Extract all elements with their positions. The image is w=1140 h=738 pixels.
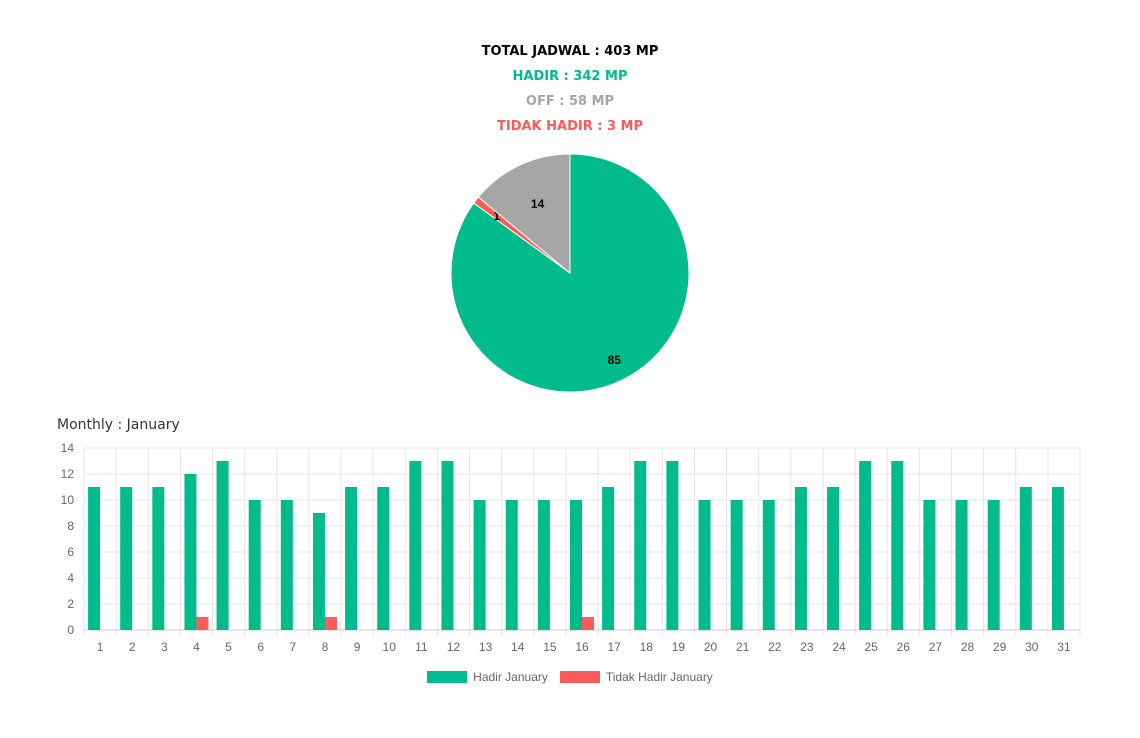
- bar-hadir-5[interactable]: [216, 461, 229, 630]
- pie-label-hadir: 85: [608, 353, 622, 367]
- y-tick-label: 14: [61, 441, 75, 455]
- bar-hadir-15[interactable]: [537, 500, 550, 630]
- x-tick-label: 26: [897, 640, 911, 654]
- x-tick-label: 25: [864, 640, 878, 654]
- bar-hadir-4[interactable]: [184, 474, 197, 630]
- x-tick-label: 3: [161, 640, 168, 654]
- x-tick-label: 8: [322, 640, 329, 654]
- legend-item-tidak-hadir[interactable]: Tidak Hadir January: [559, 670, 713, 684]
- legend-label-hadir: Hadir January: [473, 670, 548, 684]
- x-tick-label: 12: [447, 640, 461, 654]
- pie-label-off: 14: [531, 197, 545, 211]
- pie-slice-off[interactable]: [477, 153, 571, 275]
- bar-hadir-11[interactable]: [409, 461, 422, 630]
- y-tick-label: 0: [67, 623, 74, 637]
- x-tick-label: 7: [289, 640, 296, 654]
- bar-hadir-30[interactable]: [1019, 487, 1032, 630]
- x-tick-label: 13: [479, 640, 493, 654]
- bar-hadir-18[interactable]: [634, 461, 647, 630]
- bar-hadir-9[interactable]: [345, 487, 358, 630]
- bar-hadir-28[interactable]: [955, 500, 968, 630]
- summary-tidak-hadir: TIDAK HADIR : 3 MP: [496, 119, 644, 134]
- bar-hadir-2[interactable]: [120, 487, 133, 630]
- monthly-title: Monthly : January: [57, 417, 180, 433]
- bar-tidak-hadir-4[interactable]: [196, 617, 209, 630]
- x-tick-label: 22: [768, 640, 782, 654]
- x-tick-label: 6: [257, 640, 264, 654]
- bar-hadir-10[interactable]: [377, 487, 390, 630]
- x-tick-label: 14: [511, 640, 525, 654]
- y-tick-label: 8: [67, 519, 74, 533]
- x-tick-label: 21: [736, 640, 750, 654]
- legend-label-tidak-hadir: Tidak Hadir January: [605, 670, 713, 684]
- bar-hadir-7[interactable]: [280, 500, 293, 630]
- bar-hadir-6[interactable]: [248, 500, 261, 630]
- bar-hadir-31[interactable]: [1051, 487, 1064, 630]
- y-tick-label: 2: [67, 597, 74, 611]
- pie-label-tidak-hadir: 1: [493, 209, 500, 223]
- bar-hadir-23[interactable]: [794, 487, 807, 630]
- bar-hadir-14[interactable]: [505, 500, 518, 630]
- x-tick-label: 11: [415, 640, 428, 654]
- x-tick-label: 27: [929, 640, 943, 654]
- bar-hadir-8[interactable]: [312, 513, 325, 630]
- bar-hadir-27[interactable]: [923, 500, 936, 630]
- summary-total: TOTAL JADWAL : 403 MP: [481, 44, 659, 59]
- y-tick-label: 10: [61, 493, 75, 507]
- summary-hadir: HADIR : 342 MP: [512, 69, 628, 84]
- bar-hadir-17[interactable]: [602, 487, 615, 630]
- bar-hadir-16[interactable]: [570, 500, 582, 630]
- y-tick-label: 4: [67, 571, 74, 585]
- x-tick-label: 16: [575, 640, 589, 654]
- y-tick-label: 12: [61, 467, 75, 481]
- bar-hadir-3[interactable]: [152, 487, 165, 630]
- x-tick-label: 15: [543, 640, 557, 654]
- x-tick-label: 23: [800, 640, 814, 654]
- bar-hadir-22[interactable]: [762, 500, 775, 630]
- bar-hadir-1[interactable]: [88, 487, 101, 630]
- x-tick-label: 24: [832, 640, 846, 654]
- x-tick-label: 19: [672, 640, 686, 654]
- bar-hadir-21[interactable]: [730, 500, 743, 630]
- x-tick-label: 17: [607, 640, 621, 654]
- bar-hadir-13[interactable]: [473, 500, 486, 630]
- bar-hadir-12[interactable]: [441, 461, 454, 630]
- bar-tidak-hadir-16[interactable]: [582, 617, 594, 630]
- bar-tidak-hadir-8[interactable]: [324, 617, 337, 630]
- x-tick-label: 20: [704, 640, 718, 654]
- pie-chart: 85 1 14: [450, 153, 690, 393]
- x-tick-label: 30: [1025, 640, 1039, 654]
- bar-hadir-26[interactable]: [891, 461, 904, 630]
- x-tick-label: 9: [354, 640, 361, 654]
- summary-off: OFF : 58 MP: [525, 94, 615, 109]
- legend-item-hadir[interactable]: Hadir January: [427, 670, 548, 684]
- legend-swatch-hadir: [427, 671, 468, 683]
- x-tick-label: 5: [225, 640, 232, 654]
- y-tick-label: 6: [67, 545, 74, 559]
- bar-legend: Hadir January Tidak Hadir January: [0, 670, 1140, 684]
- bar-hadir-20[interactable]: [698, 500, 711, 630]
- x-tick-label: 2: [129, 640, 136, 654]
- x-tick-label: 31: [1057, 640, 1071, 654]
- x-tick-label: 1: [97, 640, 104, 654]
- x-tick-label: 10: [383, 640, 397, 654]
- bar-hadir-24[interactable]: [827, 487, 840, 630]
- x-tick-label: 4: [193, 640, 200, 654]
- x-tick-label: 28: [961, 640, 975, 654]
- x-tick-label: 18: [640, 640, 654, 654]
- bar-hadir-19[interactable]: [666, 461, 679, 630]
- bar-hadir-29[interactable]: [987, 500, 1000, 630]
- x-tick-label: 29: [993, 640, 1007, 654]
- bar-hadir-25[interactable]: [859, 461, 872, 630]
- legend-swatch-tidak-hadir: [559, 671, 600, 683]
